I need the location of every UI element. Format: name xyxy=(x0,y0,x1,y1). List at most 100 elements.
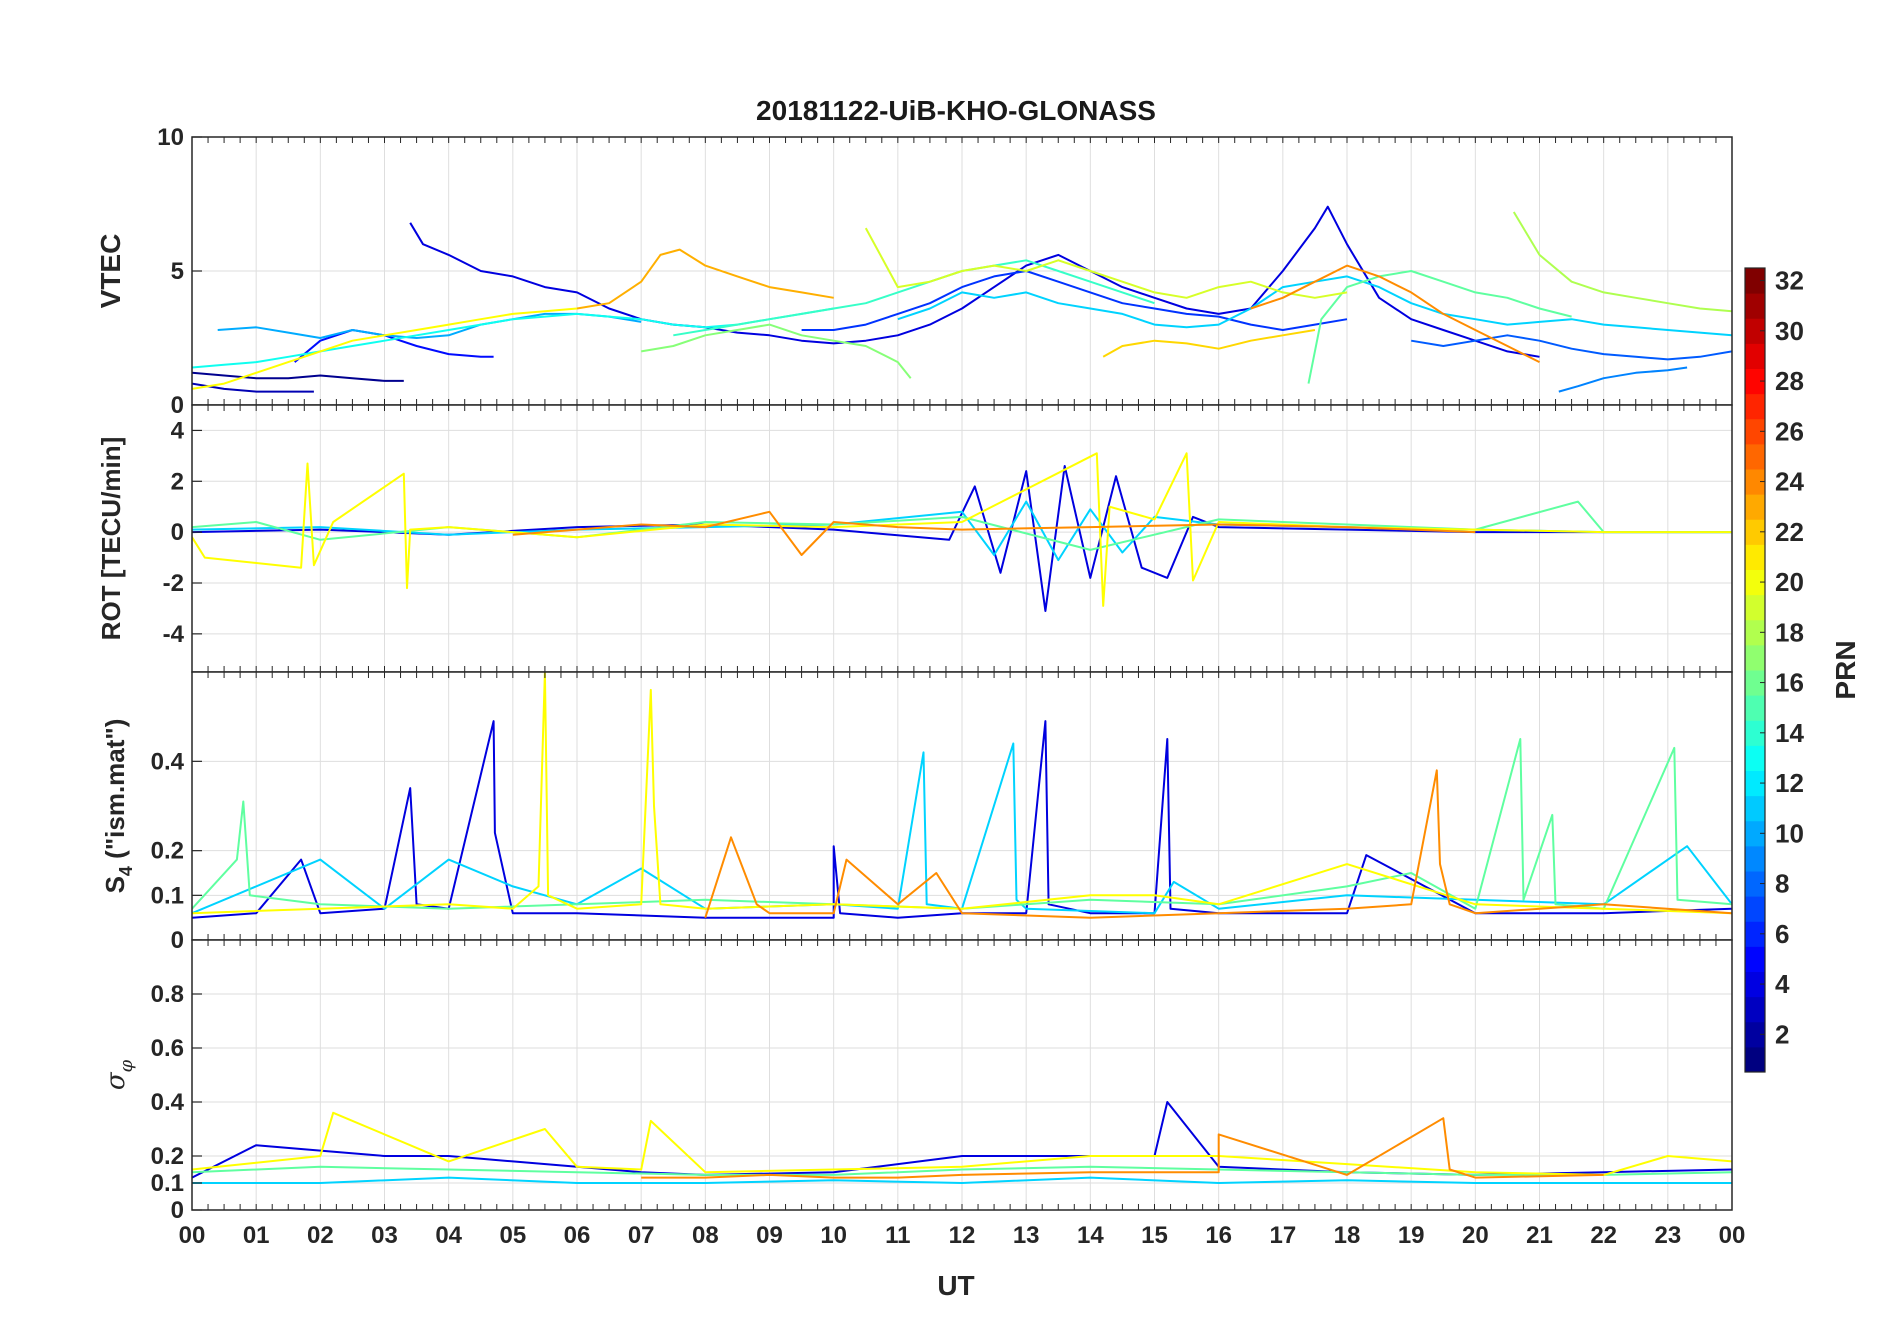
colorbar-tick-label: 12 xyxy=(1775,768,1804,798)
series-line-prn-3 xyxy=(409,205,1540,358)
y-tick-label: 0 xyxy=(171,927,184,954)
colorbar-segment xyxy=(1745,519,1765,545)
colorbar-segment xyxy=(1745,896,1765,922)
x-tick-label: 21 xyxy=(1526,1222,1553,1249)
colorbar-tick-label: 8 xyxy=(1775,869,1789,899)
y-axis-label-main: S xyxy=(100,876,130,893)
colorbar-segment xyxy=(1745,268,1765,294)
colorbar-segment xyxy=(1745,343,1765,369)
colorbar-segment xyxy=(1745,845,1765,872)
colorbar-tick-label: 20 xyxy=(1775,567,1804,597)
series-group xyxy=(192,205,1732,393)
x-tick-label: 15 xyxy=(1141,1222,1168,1249)
panel-frame xyxy=(191,939,1733,1211)
y-tick-label: 4 xyxy=(171,417,185,444)
y-tick-label: 10 xyxy=(157,124,184,151)
series-line-prn-11 xyxy=(673,259,1155,337)
y-axis-label-subscript: φ xyxy=(116,1059,137,1072)
y-tick-label: 0.1 xyxy=(151,882,184,909)
x-tick-label: 11 xyxy=(885,1222,910,1249)
series-line-prn-12 xyxy=(1307,270,1572,384)
colorbar-segment xyxy=(1745,318,1765,344)
figure-title: 20181122-UiB-KHO-GLONASS xyxy=(756,95,1156,126)
panel-vtec: 0 5 10 VTEC xyxy=(95,124,1733,419)
x-axis-label: UT xyxy=(937,1270,974,1301)
series-line-prn-3 xyxy=(192,465,1732,612)
x-tick-label: 17 xyxy=(1269,1222,1296,1249)
x-tick-label: 20 xyxy=(1462,1222,1489,1249)
x-tick-label: 14 xyxy=(1077,1222,1104,1249)
x-tick-labels: 00 01 02 03 04 05 06 07 08 09 10 11 12 13 14 15 16 17 18 19… xyxy=(179,1222,1746,1249)
panel-grid xyxy=(191,405,1733,672)
x-tick-label: 05 xyxy=(499,1222,526,1249)
y-tick-label: 0 xyxy=(171,392,184,419)
colorbar-segment xyxy=(1745,921,1765,947)
series-line-prn-2 xyxy=(192,382,314,393)
colorbar-segment xyxy=(1745,1046,1765,1073)
series-group xyxy=(192,1101,1732,1184)
y-tick-label: 0 xyxy=(171,1197,184,1224)
series-line-prn-6 xyxy=(1411,334,1732,361)
series-line-prn-9 xyxy=(192,742,1732,915)
colorbar-segment xyxy=(1745,996,1765,1023)
minor-ticks xyxy=(191,940,1733,1210)
colorbar-segment xyxy=(1745,594,1765,621)
series-line-prn-18 xyxy=(576,248,834,310)
series-line-prn-16 xyxy=(192,452,1732,607)
minor-ticks xyxy=(191,405,1733,672)
colorbar-tick-label: 24 xyxy=(1775,467,1804,497)
y-tick-label: 5 xyxy=(171,258,184,285)
y-axis-label: σφ xyxy=(101,1059,137,1090)
colorbar-segment xyxy=(1745,619,1765,646)
colorbar-segment xyxy=(1745,946,1765,972)
colorbar-segment xyxy=(1745,971,1765,998)
colorbar-segment xyxy=(1745,820,1765,847)
x-tick-label: 07 xyxy=(628,1222,655,1249)
x-tick-label: 08 xyxy=(692,1222,719,1249)
colorbar-segment xyxy=(1745,293,1765,319)
series-line-prn-16 xyxy=(192,307,578,390)
y-tick-label: 0.4 xyxy=(151,1089,185,1116)
y-tick-label: 2 xyxy=(171,468,184,495)
y-axis-label-main: σ xyxy=(101,1071,131,1090)
y-tick-label: 0.8 xyxy=(151,981,184,1008)
colorbar-segment xyxy=(1745,770,1765,797)
series-line-prn-14 xyxy=(1512,211,1732,313)
colorbar-segment xyxy=(1745,745,1765,771)
colorbar-tick-label: 32 xyxy=(1775,266,1804,296)
series-line-prn-19 xyxy=(704,769,1732,919)
colorbar-label: PRN xyxy=(1830,640,1861,699)
minor-ticks xyxy=(191,137,1733,405)
series-line-prn-1 xyxy=(192,371,404,382)
x-tick-label: 23 xyxy=(1654,1222,1681,1249)
series-line-prn-16 xyxy=(192,672,1732,915)
y-axis-label-rest: ("ism.mat") xyxy=(100,719,130,866)
y-axis-label: VTEC xyxy=(95,234,126,309)
y-tick-label: 0.2 xyxy=(151,838,184,865)
series-line-prn-9 xyxy=(192,1176,1732,1184)
colorbar-segment xyxy=(1745,670,1765,696)
colorbar-segment xyxy=(1745,469,1765,495)
series-line-prn-5 xyxy=(801,270,1348,331)
panel-rot: -4 -2 0 2 4 ROT [TECU/min] xyxy=(96,404,1733,673)
colorbar-tick-label: 4 xyxy=(1775,969,1790,999)
x-tick-label: 04 xyxy=(435,1222,462,1249)
series-line-prn-15 xyxy=(864,227,1348,299)
y-tick-label: 0.1 xyxy=(151,1170,184,1197)
x-tick-label: 06 xyxy=(564,1222,591,1249)
x-tick-label: 09 xyxy=(756,1222,783,1249)
colorbar-segment xyxy=(1745,871,1765,897)
colorbar-segment xyxy=(1745,1021,1765,1048)
colorbar-segment xyxy=(1745,695,1765,721)
x-tick-label: 02 xyxy=(307,1222,334,1249)
x-tick-label: 22 xyxy=(1590,1222,1617,1249)
x-tick-label: 19 xyxy=(1398,1222,1425,1249)
series-line-prn-12 xyxy=(192,1165,1732,1176)
colorbar-segment xyxy=(1745,368,1765,395)
colorbar-tick-label: 2 xyxy=(1775,1019,1789,1049)
series-line-prn-19 xyxy=(512,510,1476,556)
colorbar-tick-label: 10 xyxy=(1775,818,1804,848)
x-tick-label: 10 xyxy=(820,1222,847,1249)
